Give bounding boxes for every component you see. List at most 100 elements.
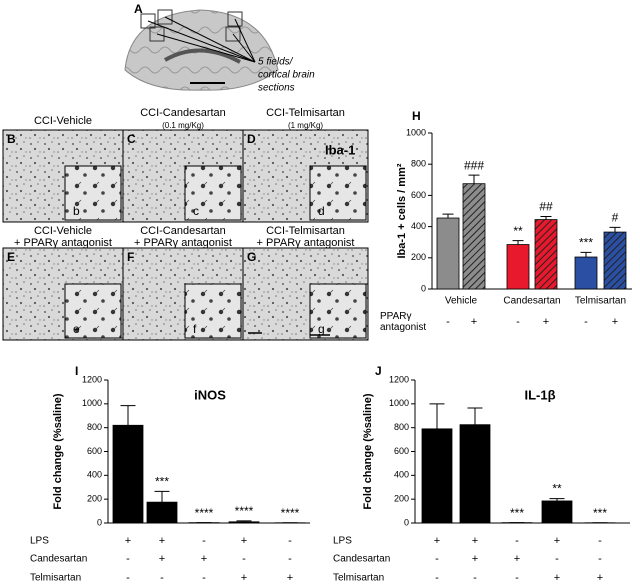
annotation: ** xyxy=(552,482,562,496)
condition-sign: + xyxy=(201,553,207,565)
group-label: Vehicle xyxy=(445,296,478,307)
y-tick-label: 600 xyxy=(87,446,102,456)
micrograph-title: CCI-Telmisartan xyxy=(266,107,345,119)
condition-sign: - xyxy=(515,535,519,547)
note: 5 fields/ xyxy=(258,57,294,68)
micrograph-title: (1 mg/Kg) xyxy=(288,121,323,130)
y-tick-label: 0 xyxy=(421,283,426,293)
error-bar xyxy=(120,405,136,426)
stain-label: Iba-1 xyxy=(325,142,355,157)
annotation: # xyxy=(612,211,619,225)
y-tick-label: 0 xyxy=(97,517,102,527)
y-axis-label: Fold change (%saline) xyxy=(52,393,64,509)
inset xyxy=(64,283,122,339)
inset-label: f xyxy=(193,322,197,336)
group-label: Candesartan xyxy=(503,296,560,307)
chart-title: iNOS xyxy=(194,387,226,402)
panel-label: B xyxy=(7,132,16,146)
micrograph-title: CCI-Vehicle xyxy=(34,225,92,237)
condition-sign: + xyxy=(241,572,247,584)
condition-sign: - xyxy=(242,553,246,565)
error-bar xyxy=(549,498,565,501)
condition-sign: - xyxy=(515,572,519,584)
condition-sign: - xyxy=(555,553,559,565)
annotation: *** xyxy=(510,506,524,520)
panel-label: G xyxy=(247,250,256,264)
annotation: *** xyxy=(593,506,607,520)
field-box xyxy=(227,11,243,27)
y-tick-label: 800 xyxy=(411,159,426,169)
micrograph-title: CCI-Candesartan xyxy=(140,225,226,237)
panel-label: A xyxy=(134,2,143,16)
error-bar xyxy=(154,490,170,503)
condition-sign: - xyxy=(435,572,439,584)
field-box xyxy=(225,26,241,42)
condition-name: PPARγ xyxy=(380,311,412,322)
error-bar xyxy=(236,520,252,522)
condition-sign: + xyxy=(241,535,247,547)
inset-label: e xyxy=(73,322,80,336)
error-bar xyxy=(512,240,524,245)
y-tick-label: 800 xyxy=(394,422,409,432)
panel-a: A 5 fields/ cortical brain sections xyxy=(124,2,315,94)
condition-sign: + xyxy=(554,535,560,547)
condition-sign: - xyxy=(126,553,130,565)
condition-sign: - xyxy=(446,316,450,328)
bar xyxy=(146,501,178,524)
inset xyxy=(309,165,367,221)
panel-label: F xyxy=(127,250,134,264)
bar xyxy=(603,231,627,290)
condition-name: Telmisartan xyxy=(30,573,81,584)
inset-label: d xyxy=(318,204,325,218)
inset xyxy=(309,283,367,339)
inset-label: c xyxy=(193,204,199,218)
condition-sign: - xyxy=(202,572,206,584)
error-bar xyxy=(540,215,552,220)
panel-label: J xyxy=(375,364,382,378)
panel-label: H xyxy=(412,109,421,123)
condition-sign: - xyxy=(598,553,602,565)
field-box xyxy=(157,9,173,25)
condition-sign: - xyxy=(160,572,164,584)
panel-label: D xyxy=(247,132,256,146)
error-bar xyxy=(467,407,483,425)
condition-sign: + xyxy=(472,553,478,565)
condition-sign: + xyxy=(471,316,477,328)
annotation: ** xyxy=(513,224,523,238)
bar xyxy=(436,217,460,290)
note: sections xyxy=(258,83,295,94)
error-bar xyxy=(580,251,592,258)
condition-name: Candesartan xyxy=(30,554,87,565)
annotation: *** xyxy=(579,236,593,250)
micrograph-title: CCI-Vehicle xyxy=(34,115,92,127)
annotation: **** xyxy=(281,506,300,520)
inset xyxy=(64,165,122,221)
error-bar xyxy=(429,403,445,429)
micrograph-title: CCI-Candesartan xyxy=(140,107,226,119)
field-box xyxy=(140,13,156,29)
y-axis-label: Fold change (%saline) xyxy=(362,393,374,509)
y-tick-label: 1000 xyxy=(82,398,102,408)
y-tick-label: 200 xyxy=(394,494,409,504)
annotation: **** xyxy=(195,506,214,520)
condition-sign: - xyxy=(126,572,130,584)
condition-sign: + xyxy=(159,535,165,547)
bar xyxy=(506,244,530,290)
y-tick-label: 1200 xyxy=(389,374,409,384)
y-tick-label: 0 xyxy=(404,517,409,527)
condition-sign: - xyxy=(288,553,292,565)
annotation: *** xyxy=(155,475,169,489)
micrograph-title: + PPARγ antagonist xyxy=(14,237,112,249)
y-tick-label: 400 xyxy=(87,470,102,480)
micrograph-title: + PPARγ antagonist xyxy=(134,237,232,249)
condition-sign: + xyxy=(472,535,478,547)
annotation: **** xyxy=(235,504,254,518)
bar xyxy=(534,219,558,290)
annotation: ## xyxy=(539,200,553,214)
y-tick-label: 800 xyxy=(87,422,102,432)
condition-sign: + xyxy=(543,316,549,328)
bar xyxy=(574,256,598,290)
condition-name: Telmisartan xyxy=(333,573,384,584)
y-tick-label: 400 xyxy=(394,470,409,480)
condition-sign: + xyxy=(287,572,293,584)
